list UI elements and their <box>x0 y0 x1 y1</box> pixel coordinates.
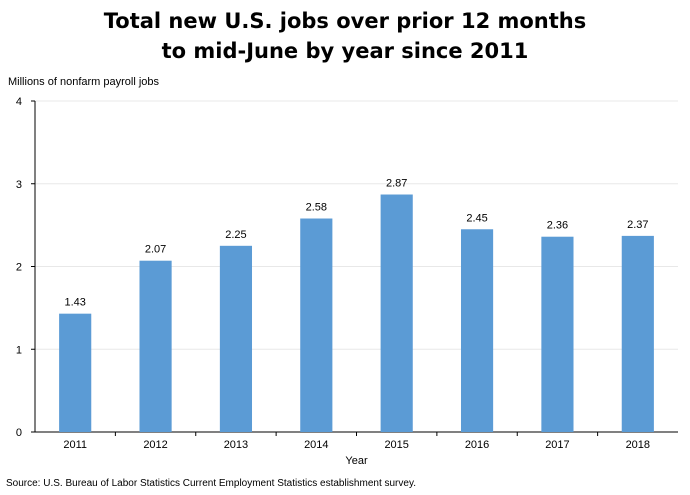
data-label: 2.37 <box>627 219 648 231</box>
bar <box>219 245 253 432</box>
data-label: 2.87 <box>386 178 407 190</box>
y-tick-label: 1 <box>16 344 22 356</box>
source-note: Source: U.S. Bureau of Labor Statistics … <box>6 478 416 489</box>
y-tick-label: 2 <box>16 262 22 274</box>
data-label: 2.58 <box>306 202 327 214</box>
x-axis-label: Year <box>345 455 368 467</box>
x-tick-label: 2016 <box>465 439 489 451</box>
data-label: 2.36 <box>547 220 568 232</box>
bar <box>621 235 654 432</box>
bar <box>139 260 172 432</box>
y-tick-label: 3 <box>16 179 22 191</box>
bar <box>460 229 494 432</box>
x-tick-label: 2013 <box>224 439 248 451</box>
x-tick-label: 2018 <box>626 439 650 451</box>
bar <box>300 218 333 432</box>
chart-title-line-2: to mid-June by year since 2011 <box>161 39 529 63</box>
y-tick-label: 0 <box>16 427 22 439</box>
bar <box>380 194 413 432</box>
chart-title-line-1: Total new U.S. jobs over prior 12 months <box>103 9 587 33</box>
y-tick-label: 4 <box>16 96 22 108</box>
data-label: 2.25 <box>225 229 246 241</box>
bar <box>59 313 92 432</box>
bar <box>541 236 574 432</box>
chart-title: Total new U.S. jobs over prior 12 months… <box>0 6 690 66</box>
y-axis-label: Millions of nonfarm payroll jobs <box>8 76 160 88</box>
x-tick-label: 2012 <box>143 439 167 451</box>
data-label: 2.45 <box>466 212 487 224</box>
data-label: 1.43 <box>64 297 85 309</box>
x-tick-label: 2015 <box>384 439 408 451</box>
x-tick-label: 2011 <box>63 439 87 451</box>
data-label: 2.07 <box>145 244 166 256</box>
x-tick-label: 2017 <box>545 439 569 451</box>
x-tick-label: 2014 <box>304 439 328 451</box>
